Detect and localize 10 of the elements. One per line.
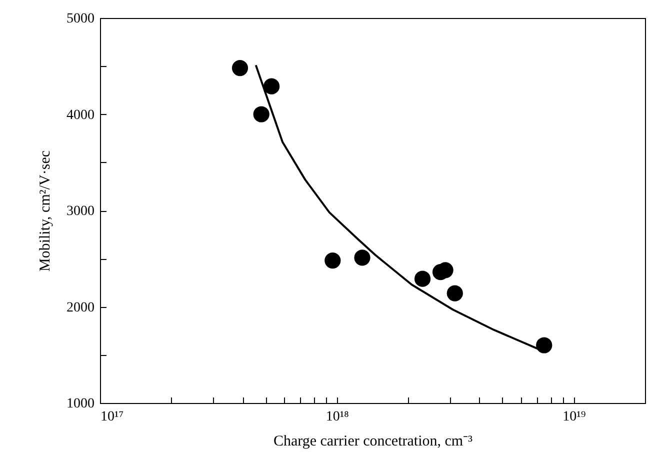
x-axis-title: Charge carrier concetration, cm⁻³ (273, 434, 474, 450)
y-tick-label: 3000 (66, 204, 94, 219)
x-tick-label: 10¹⁸ (326, 410, 350, 424)
x-tick-label: 10¹⁷ (100, 410, 124, 424)
y-axis-title: Mobility, cm²/V·sec (38, 150, 54, 272)
y-tick-label: 5000 (66, 12, 94, 26)
x-tick-label: 10¹⁹ (562, 410, 586, 424)
y-tick-label: 2000 (66, 300, 94, 316)
y-tick-label: 4000 (66, 108, 94, 123)
y-tick-label: 1000 (66, 396, 94, 412)
